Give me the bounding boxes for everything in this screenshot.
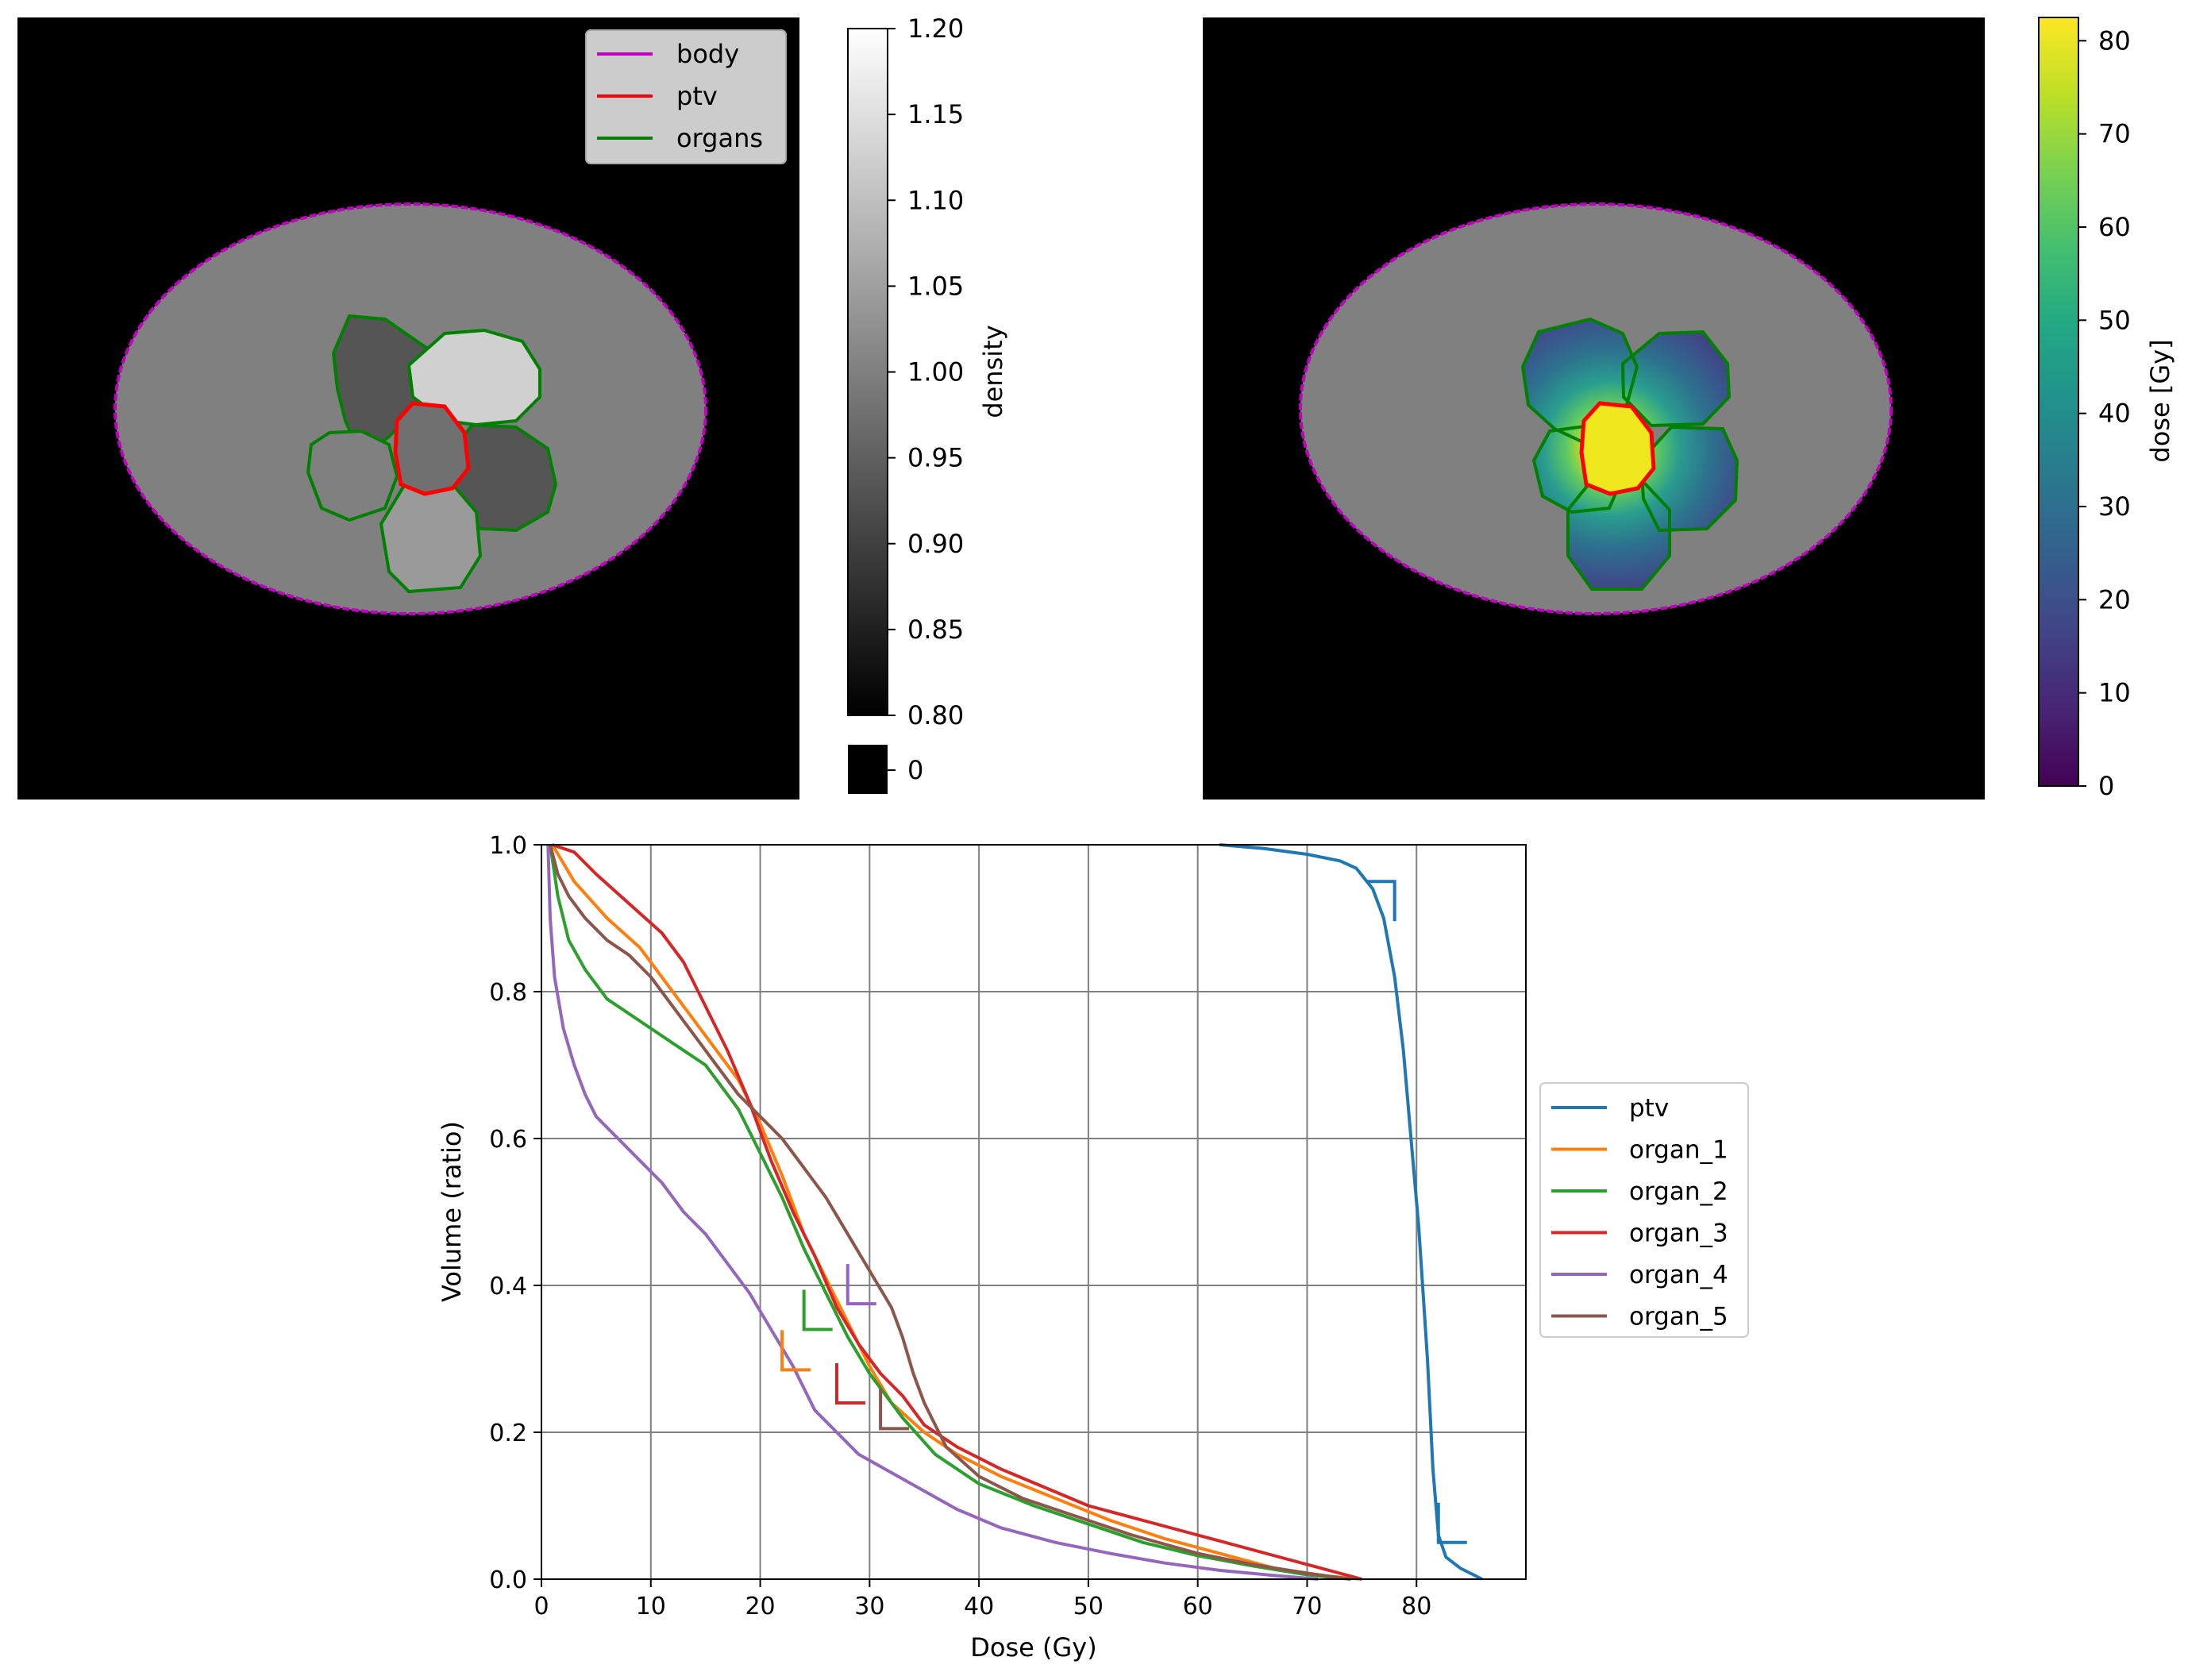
dvh-y-axis-label: Volume (ratio) [437,1121,467,1302]
density-colorbar: 1.20 1.15 1.10 1.05 1.00 0.95 0.90 0.85 0.80 0 d… [847,13,1008,794]
density-colorbar-ticks: 1.20 1.15 1.10 1.05 1.00 0.95 0.90 0.85 0.80 [888,13,964,730]
dose-tick-label: 0 [2098,771,2114,801]
organ-2-region [406,328,541,427]
dvh-y-tick-label: 1.0 [489,832,527,860]
dvh-y-tick-label: 0.8 [489,979,527,1007]
dvh-constraint-marker-ptv [1366,880,1396,922]
dvh-line-organ-3 [552,843,1362,1581]
dvh-ticks: 0 10 20 30 40 50 60 70 80 0.0 0.2 0.4 0.6 0.8 1.0 [489,832,1431,1620]
density-tick-label: 1.00 [907,357,964,387]
organ-5-region [379,483,483,594]
dvh-constraint-marker-organ-3 [835,1363,865,1404]
dvh-constraint-marker-ptv [1436,1502,1467,1544]
dvh-x-tick-label: 40 [964,1593,994,1620]
density-colorbar-zero-swatch [848,745,888,794]
dvh-legend-label-organ-4: organ_4 [1629,1261,1728,1289]
dose-colorbar-ticks: 80 70 60 50 40 30 20 10 0 [2078,25,2131,801]
dvh-y-tick-label: 0.6 [489,1126,527,1154]
dose-tick-label: 40 [2098,399,2131,429]
legend-label-organs: organs [676,123,763,153]
dvh-x-tick-label: 10 [636,1593,666,1620]
dose-colorbar-label: dose [Gy] [2145,339,2175,462]
dose-panel [1203,17,1985,800]
dvh-plot-frame [541,844,1527,1580]
dvh-line-organ-4 [546,844,1319,1581]
legend-label-ptv: ptv [676,81,718,111]
density-legend: body ptv organs [585,29,787,164]
dose-tick-label: 30 [2098,491,2131,522]
dvh-y-tick-label: 0.0 [489,1566,527,1594]
dvh-constraint-marker-organ-1 [780,1330,811,1372]
dose-tick-label: 20 [2098,584,2131,615]
density-tick-label: 1.10 [907,185,964,215]
dvh-y-tick-label: 0.2 [489,1420,527,1447]
dvh-x-tick-label: 20 [745,1593,775,1620]
dvh-plot-area [541,845,1526,1579]
organ-1-region [331,314,435,460]
ptv-region [393,401,471,496]
dvh-x-tick-label: 50 [1073,1593,1104,1620]
dvh-line-organ-5 [549,844,1351,1581]
dvh-legend: ptv organ_1 organ_2 organ_3 organ_4 organ_5 [1539,1082,1749,1338]
dvh-constraint-markers [780,880,1467,1544]
dvh-x-tick-label: 30 [854,1593,884,1620]
dvh-line-organ-2 [549,844,1351,1581]
dose-tick-label: 70 [2098,119,2131,149]
organ-2-contour [1620,329,1732,428]
dvh-legend-label-organ-5: organ_5 [1629,1303,1728,1331]
density-zero-tick-label: 0 [907,755,923,785]
dvh-x-tick-label: 80 [1401,1593,1431,1620]
ptv-contour-dose [1579,401,1656,496]
dose-tick-label: 60 [2098,212,2131,242]
dose-colorbar: 80 70 60 50 40 30 20 10 0 dose [Gy] [2038,17,2175,801]
dvh-constraint-marker-organ-5 [879,1389,910,1431]
dvh-x-tick-label: 0 [534,1593,549,1620]
dose-tick-label: 80 [2098,25,2131,56]
density-tick-label: 0.95 [907,443,964,473]
density-tick-label: 1.05 [907,271,964,301]
dose-colorbar-gradient [2038,17,2079,787]
dvh-legend-label-organ-3: organ_3 [1629,1220,1728,1248]
density-colorbar-gradient [847,28,888,716]
organ-5-contour [1566,479,1671,591]
dose-tick-label: 10 [2098,678,2131,708]
density-tick-label: 0.85 [907,615,964,645]
dvh-legend-label-ptv: ptv [1629,1094,1669,1123]
density-panel: body ptv organs [17,17,799,800]
dvh-constraint-marker-organ-4 [846,1264,876,1306]
dvh-chart: 0 10 20 30 40 50 60 70 80 0.0 0.2 0.4 0.6 0.8 1.0 Dose… [437,832,1749,1663]
legend-label-body: body [676,39,739,69]
density-colorbar-label: density [978,325,1008,418]
density-tick-label: 1.20 [907,13,964,44]
dvh-legend-label-organ-2: organ_2 [1629,1177,1728,1206]
density-tick-label: 0.80 [907,700,964,730]
dvh-x-axis-label: Dose (Gy) [970,1632,1096,1663]
density-tick-label: 0.90 [907,529,964,559]
legend-box [585,29,787,164]
dvh-constraint-marker-organ-2 [802,1289,833,1331]
density-tick-label: 1.15 [907,99,964,129]
dvh-legend-label-organ-1: organ_1 [1629,1136,1728,1165]
dvh-y-tick-label: 0.4 [489,1273,527,1300]
dvh-x-tick-label: 70 [1292,1593,1322,1620]
dvh-x-tick-label: 60 [1183,1593,1213,1620]
dose-tick-label: 50 [2098,305,2131,335]
organ-3-region [306,429,399,522]
